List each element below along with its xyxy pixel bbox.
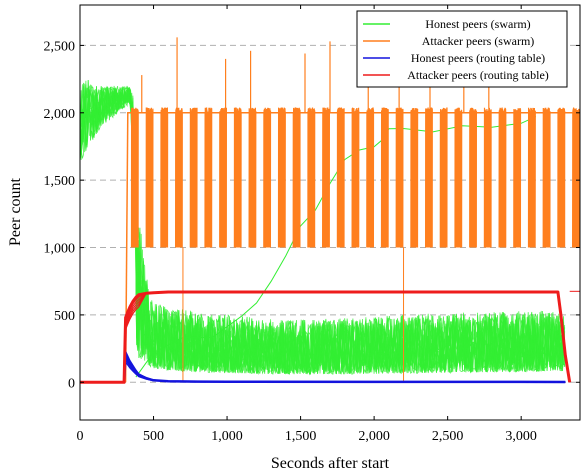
y-tick-label-4: 2,000 [44, 107, 76, 122]
y-tick-label-0: 0 [68, 376, 75, 391]
attacker-swarm-burst-7 [233, 107, 242, 248]
attacker-swarm-burst-22 [454, 107, 463, 248]
attacker-swarm-burst-24 [483, 107, 492, 248]
attacker-swarm-burst-8 [248, 107, 257, 248]
x-tick-label-5: 2,500 [432, 429, 464, 444]
legend-label-3: Attacker peers (routing table) [407, 68, 549, 82]
attacker-swarm-burst-12 [307, 107, 316, 248]
honest-swarm-trace-13 [80, 80, 566, 376]
attacker-swarm-burst-1 [145, 107, 154, 248]
attacker-swarm-burst-17 [380, 107, 389, 248]
legend-label-0: Honest peers (swarm) [425, 17, 530, 31]
legend-label-1: Attacker peers (swarm) [422, 34, 535, 48]
y-axis-title: Peer count [7, 177, 24, 246]
attacker-swarm-burst-30 [572, 107, 580, 248]
x-tick-label-3: 1,500 [285, 429, 317, 444]
legend: Honest peers (swarm) Attacker peers (swar… [356, 10, 568, 88]
axes-frame [79, 4, 581, 421]
attacker-swarm-burst-15 [351, 107, 360, 248]
attacker-swarm-burst-25 [498, 107, 507, 248]
attacker-swarm-burst-6 [219, 107, 227, 248]
legend-box [356, 10, 568, 88]
attacker-routing-table-trace-5 [80, 291, 571, 383]
honest-routing-table-trace-5 [80, 350, 566, 383]
attacker-swarm-burst-23 [469, 107, 477, 248]
attacker-swarm-burst-18 [395, 107, 404, 248]
attacker-swarm-burst-26 [513, 108, 522, 248]
x-tick-label-6: 3,000 [505, 429, 537, 444]
attacker-swarm-burst-16 [366, 107, 375, 248]
axis-ticks: 0 500 1,000 1,500 2,000 2,500 3,000 0 500 1,000 1,… [44, 5, 580, 444]
attacker-swarm-burst-19 [410, 107, 419, 248]
y-tick-label-2: 1,000 [44, 242, 76, 257]
y-tick-label-1: 500 [54, 309, 75, 324]
attacker-swarm-burst-0 [130, 107, 139, 248]
series-attacker-swarm [80, 37, 580, 384]
attacker-swarm-burst-14 [336, 107, 345, 248]
attacker-swarm-burst-5 [204, 107, 213, 248]
attacker-swarm-burst-28 [542, 107, 551, 248]
x-tick-label-4: 2,000 [358, 429, 390, 444]
x-tick-label-2: 1,000 [211, 429, 243, 444]
plot-area [80, 37, 580, 384]
attacker-swarm-burst-20 [425, 107, 433, 248]
legend-label-2: Honest peers (routing table) [411, 51, 545, 65]
attacker-swarm-burst-2 [160, 107, 169, 248]
x-tick-label-0: 0 [77, 429, 84, 444]
attacker-swarm-burst-9 [263, 107, 272, 248]
attacker-swarm-burst-3 [175, 107, 183, 248]
attacker-swarm-burst-27 [527, 107, 536, 248]
attacker-swarm-burst-13 [322, 107, 330, 248]
y-tick-label-5: 2,500 [44, 39, 76, 54]
x-tick-label-1: 500 [143, 429, 164, 444]
attacker-swarm-burst-29 [557, 107, 566, 248]
y-tick-label-3: 1,500 [44, 174, 76, 189]
attacker-swarm-burst-10 [277, 107, 286, 248]
attacker-swarm-burst-11 [292, 107, 301, 248]
attacker-swarm-burst-21 [439, 107, 448, 248]
attacker-swarm-burst-4 [189, 107, 198, 248]
x-axis-title: Seconds after start [271, 455, 390, 472]
